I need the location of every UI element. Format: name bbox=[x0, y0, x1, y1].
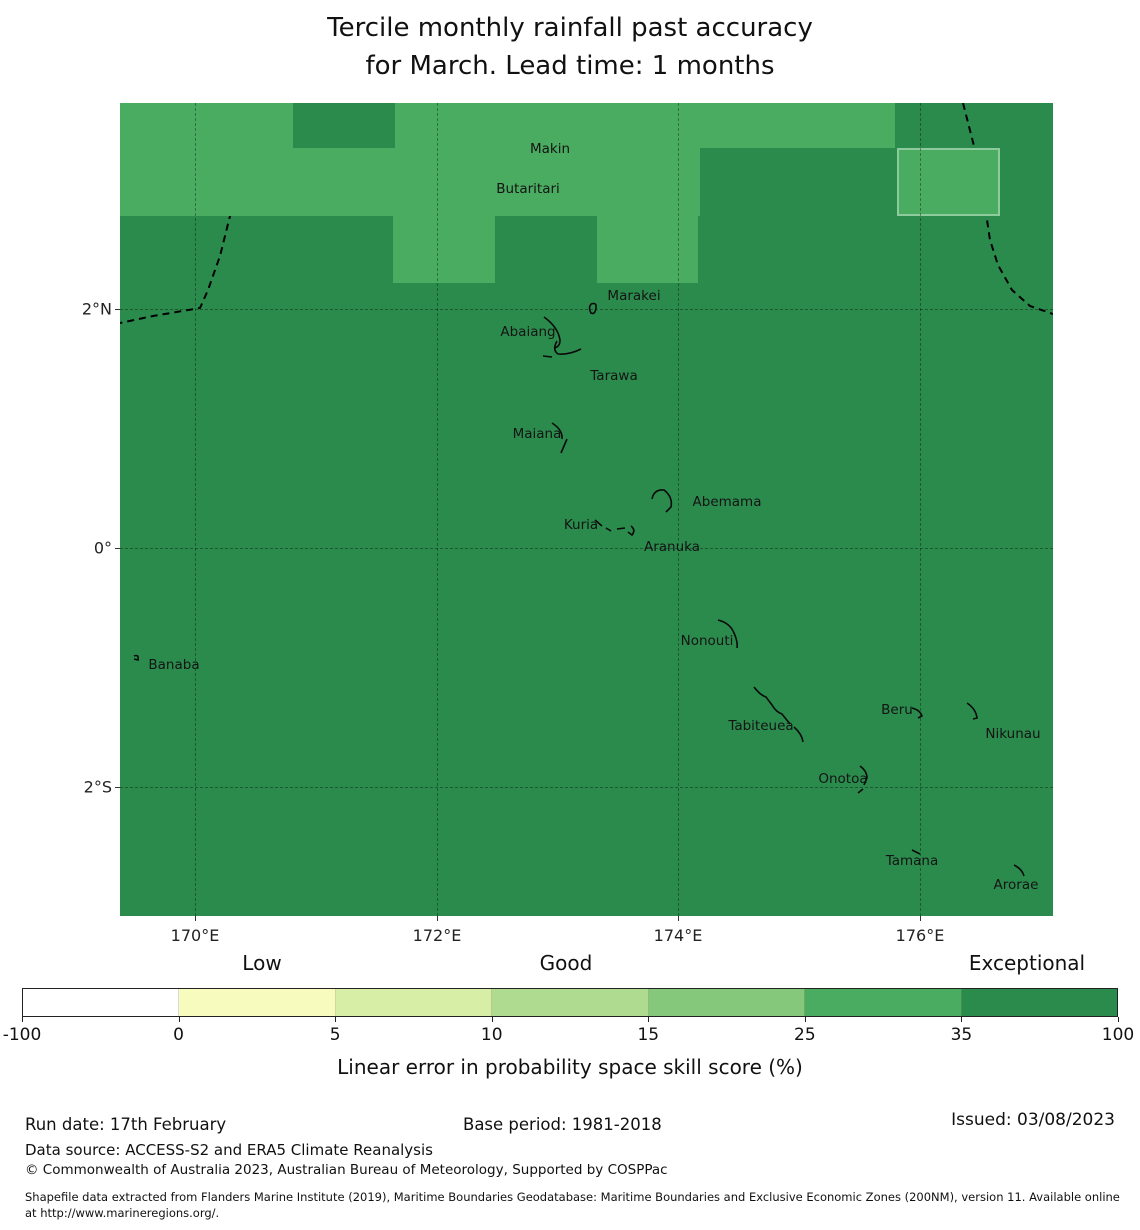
island-label-arorae: Arorae bbox=[993, 877, 1039, 893]
y-axis-tick-label: 2°S bbox=[83, 777, 112, 797]
island-outline-abemama bbox=[651, 489, 673, 513]
island-outline-tarawa bbox=[542, 340, 582, 358]
colorbar-segment bbox=[492, 989, 649, 1016]
colorbar-tickmark bbox=[335, 1017, 337, 1022]
shapefile-note-text: Shapefile data extracted from Flanders M… bbox=[25, 1190, 1120, 1220]
latitude-gridline bbox=[120, 309, 1053, 310]
figure-title: Tercile monthly rainfall past accuracy f… bbox=[0, 10, 1140, 85]
island-label-kuria: Kuria bbox=[563, 517, 599, 533]
skill-cell bbox=[897, 148, 1000, 216]
island-label-maiana: Maiana bbox=[512, 426, 562, 442]
run-date-text: Run date: 17th February bbox=[25, 1115, 227, 1134]
colorbar-axis-label: Linear error in probability space skill … bbox=[337, 1055, 803, 1079]
island-outline-banaba bbox=[133, 654, 139, 661]
island-label-beru: Beru bbox=[881, 702, 913, 718]
y-axis-tickmark bbox=[115, 309, 120, 310]
latitude-gridline bbox=[120, 548, 1053, 549]
island-label-nikunau: Nikunau bbox=[985, 726, 1041, 742]
colorbar-tickmark bbox=[804, 1017, 806, 1022]
island-outline-aranuka bbox=[616, 525, 635, 537]
data-source-text: Data source: ACCESS-S2 and ERA5 Climate … bbox=[25, 1141, 433, 1159]
colorbar-tick-label: 0 bbox=[173, 1025, 184, 1045]
colorbar-tickmark bbox=[178, 1017, 180, 1022]
colorbar-tick-label: 15 bbox=[637, 1025, 660, 1045]
skill-cell bbox=[393, 216, 495, 283]
colorbar-tick-label: 100 bbox=[1101, 1025, 1135, 1045]
colorbar-tick-label: 5 bbox=[329, 1025, 341, 1045]
longitude-gridline bbox=[437, 103, 438, 916]
y-axis-tickmark bbox=[115, 787, 120, 788]
skill-cell bbox=[395, 148, 700, 216]
longitude-gridline bbox=[678, 103, 679, 916]
x-axis-tick-label: 170°E bbox=[170, 926, 220, 945]
colorbar-segment bbox=[961, 989, 1117, 1016]
island-label-butaritari: Butaritari bbox=[496, 181, 560, 197]
island-label-tamana: Tamana bbox=[885, 853, 939, 869]
x-axis-tickmark bbox=[195, 916, 196, 921]
colorbar-tickmark bbox=[961, 1017, 963, 1022]
island-label-abemama: Abemama bbox=[692, 494, 762, 510]
colorbar-tick-label: 10 bbox=[480, 1025, 503, 1045]
island-label-banaba: Banaba bbox=[148, 657, 200, 673]
latitude-gridline bbox=[120, 787, 1053, 788]
skill-cell bbox=[293, 148, 395, 216]
colorbar-segment bbox=[335, 989, 493, 1016]
colorbar-tickmark bbox=[1118, 1017, 1119, 1022]
x-axis-tick-label: 172°E bbox=[412, 926, 462, 945]
x-axis-tick-label: 174°E bbox=[653, 926, 703, 945]
x-axis-tick-label: 176°E bbox=[895, 926, 945, 945]
skill-cell bbox=[395, 103, 895, 148]
island-label-tabiteuea: Tabiteuea bbox=[728, 718, 794, 734]
colorbar-category-label-good: Good bbox=[539, 951, 593, 975]
island-label-nonouti: Nonouti bbox=[680, 633, 734, 649]
issued-date-text: Issued: 03/08/2023 bbox=[951, 1110, 1115, 1130]
colorbar-category-label-exceptional: Exceptional bbox=[968, 951, 1086, 975]
island-label-abaiang: Abaiang bbox=[500, 324, 556, 340]
island-label-onotoa: Onotoa bbox=[818, 771, 868, 787]
y-axis-tick-label: 0° bbox=[93, 538, 112, 558]
colorbar-segment bbox=[805, 989, 962, 1016]
colorbar-tick-label: 35 bbox=[950, 1025, 973, 1045]
longitude-gridline bbox=[920, 103, 921, 916]
colorbar-segment bbox=[23, 989, 180, 1016]
y-axis-tickmark bbox=[115, 548, 120, 549]
colorbar-tickmark bbox=[648, 1017, 650, 1022]
map-overlay bbox=[120, 103, 1053, 877]
island-label-makin: Makin bbox=[529, 141, 571, 157]
title-line-1: Tercile monthly rainfall past accuracy bbox=[327, 13, 813, 43]
copyright-text: © Commonwealth of Australia 2023, Austra… bbox=[25, 1162, 668, 1178]
island-label-aranuka: Aranuka bbox=[643, 539, 701, 555]
colorbar-tick-label: -100 bbox=[2, 1025, 42, 1045]
colorbar-category-label-low: Low bbox=[242, 951, 282, 975]
x-axis-tickmark bbox=[437, 916, 438, 921]
island-outline-nikunau bbox=[966, 702, 978, 720]
x-axis-tickmark bbox=[678, 916, 679, 921]
colorbar-tickmark bbox=[22, 1017, 23, 1022]
x-axis-tickmark bbox=[920, 916, 921, 921]
longitude-gridline bbox=[195, 103, 196, 916]
title-line-2: for March. Lead time: 1 months bbox=[365, 50, 775, 81]
colorbar-tickmark bbox=[491, 1017, 493, 1022]
island-label-marakei: Marakei bbox=[607, 288, 661, 304]
island-label-tarawa: Tarawa bbox=[590, 368, 638, 384]
map-canvas: Makin Butaritari Marakei Abaiang Tarawa Maian… bbox=[120, 103, 1053, 916]
skill-cell bbox=[120, 103, 293, 216]
island-outline-arorae bbox=[1013, 864, 1025, 877]
skill-cell bbox=[597, 216, 698, 283]
colorbar-segment bbox=[179, 989, 336, 1016]
colorbar bbox=[22, 988, 1118, 1017]
base-period-text: Base period: 1981-2018 bbox=[463, 1115, 662, 1134]
y-axis-tick-label: 2°N bbox=[81, 299, 112, 319]
colorbar-tick-label: 25 bbox=[794, 1025, 816, 1045]
colorbar-segment bbox=[648, 989, 806, 1016]
